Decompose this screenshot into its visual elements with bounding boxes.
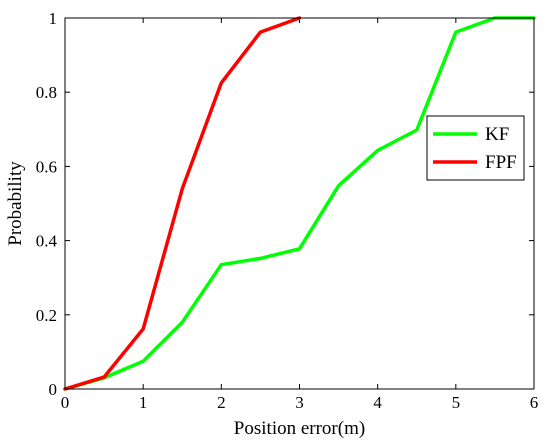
y-tick-label: 0.8 xyxy=(36,83,57,102)
y-tick-label: 0.6 xyxy=(36,157,57,176)
series-line-fpf xyxy=(63,16,302,391)
series-layer xyxy=(63,16,536,391)
series-line-kf xyxy=(63,16,536,391)
x-tick-label: 3 xyxy=(295,393,304,412)
x-tick-label: 1 xyxy=(139,393,148,412)
x-tick-label: 4 xyxy=(373,393,382,412)
plot-background xyxy=(65,18,534,389)
legend-label-fpf: FPF xyxy=(485,152,517,173)
y-tick-label: 1 xyxy=(49,9,58,28)
x-tick-label: 5 xyxy=(452,393,461,412)
x-tick-label: 2 xyxy=(217,393,226,412)
x-tick-label: 0 xyxy=(61,393,70,412)
y-tick-label: 0.4 xyxy=(36,232,58,251)
legend-box xyxy=(426,115,525,181)
y-axis-title: Probability xyxy=(5,161,26,246)
x-axis-title: Position error(m) xyxy=(234,418,365,439)
legend-label-kf: KF xyxy=(485,124,509,145)
legend: KF FPF xyxy=(426,115,525,181)
plot-frame xyxy=(64,17,535,390)
axis-ticks: 0 1 2 3 4 5 6 0 0.2 0.4 0.6 0.8 1 xyxy=(36,9,539,412)
x-tick-label: 6 xyxy=(530,393,539,412)
y-tick-label: 0 xyxy=(49,380,58,399)
y-tick-label: 0.2 xyxy=(36,306,57,325)
